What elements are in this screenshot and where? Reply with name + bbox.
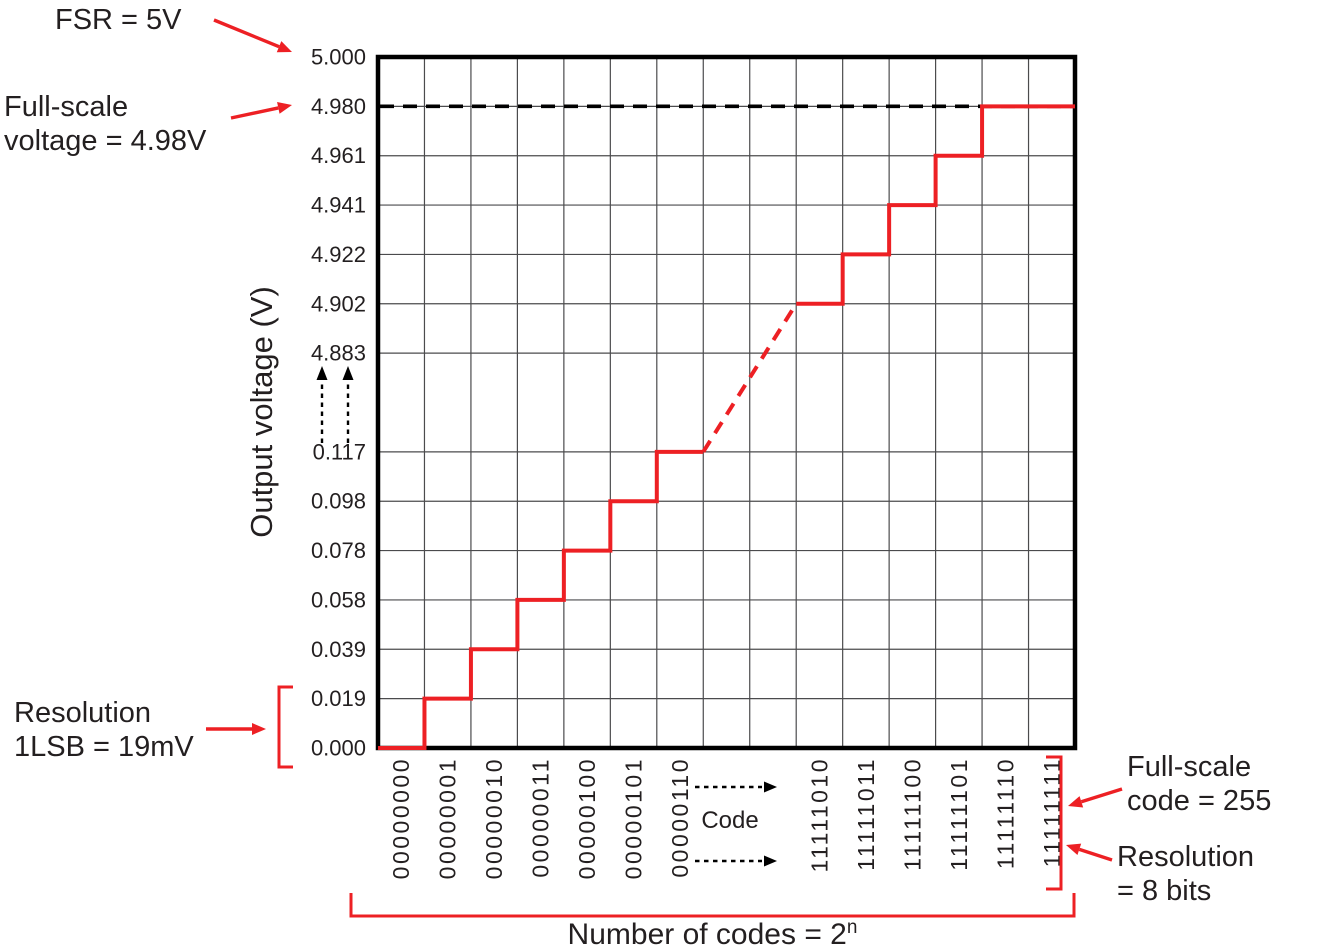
fsr-arrow [213, 18, 280, 49]
y-tick-label: 0.000 [311, 736, 366, 761]
y-tick-label: 0.098 [311, 489, 366, 514]
full-scale-voltage-arrow-head [277, 102, 292, 114]
y-tick-label: 0.019 [311, 686, 366, 711]
x-axis-break-label: Code [701, 807, 759, 834]
x-tick-label: 11111110 [992, 757, 1018, 869]
y-tick-label: 4.941 [311, 193, 366, 218]
y-tick-label: 0.058 [311, 587, 366, 612]
y-tick-label: 0.117 [313, 439, 366, 464]
number-of-codes-text: Number of codes = 2 [567, 918, 847, 951]
x-tick-labels: 00000000 00000001 00000010 00000011 00000100… [388, 757, 1065, 879]
y-tick-label: 5.000 [311, 45, 366, 70]
full-scale-code-arrow [1080, 787, 1123, 804]
staircase-upper [796, 104, 1075, 306]
full-scale-voltage-line2: voltage = 4.98V [4, 125, 207, 157]
y-tick-label: 0.078 [311, 538, 366, 563]
y-tick-label: 4.922 [311, 242, 366, 267]
resolution-lsb-line1: Resolution [14, 697, 152, 729]
x-tick-label: 00000000 [388, 757, 414, 879]
y-tick-label: 0.039 [311, 637, 366, 662]
x-tick-label: 11111101 [946, 757, 972, 871]
staircase [378, 104, 1075, 750]
resolution-lsb-line2: 1LSB = 19mV [14, 731, 194, 763]
x-axis-break-arrowhead [764, 781, 777, 793]
fsr-arrow-head [276, 41, 292, 53]
y-tick-label: 4.980 [311, 94, 366, 119]
x-tick-label: 00000110 [667, 757, 693, 878]
y-axis-break-arrowhead [316, 366, 328, 380]
y-tick-label: 4.961 [311, 143, 366, 168]
full-scale-voltage-line1: Full-scale [4, 91, 129, 123]
y-tick-labels: 5.000 4.980 4.961 4.941 4.922 4.902 4.883 0.117… [311, 45, 366, 761]
red-brackets [277, 685, 1076, 918]
x-axis-break-arrowhead [764, 855, 777, 867]
grid-lines [378, 57, 1075, 748]
number-of-codes-label: Number of codes = 2n [351, 918, 1074, 951]
x-tick-label: 00000010 [481, 757, 507, 879]
y-tick-label: 4.883 [311, 341, 366, 366]
staircase-break-diagonal [701, 302, 798, 453]
full-scale-voltage-arrow [230, 106, 279, 120]
number-of-codes-bracket [349, 893, 1076, 918]
resolution-bits-arrow-head [1066, 843, 1082, 856]
resolution-bits-arrow [1078, 847, 1113, 862]
axis-break-arrows [316, 366, 777, 867]
resolution-lsb-arrow-head [252, 723, 266, 735]
staircase-lower [378, 449, 704, 750]
y-tick-label: 4.902 [311, 291, 366, 316]
resolution-bits-line1: Resolution [1117, 841, 1255, 873]
x-tick-label: 11111011 [853, 757, 879, 871]
full-scale-voltage-annotation: Full-scale voltage = 4.98V [4, 90, 206, 158]
resolution-bits-bracket [1046, 755, 1063, 891]
y-axis-title: Output voltage (V) [244, 286, 279, 538]
full-scale-code-annotation: Full-scale code = 255 [1127, 750, 1271, 818]
x-tick-label: 00000011 [528, 757, 554, 878]
full-scale-code-arrow-head [1068, 796, 1084, 808]
fsr-annotation: FSR = 5V [55, 4, 182, 36]
resolution-lsb-annotation: Resolution 1LSB = 19mV [14, 696, 194, 764]
x-tick-label: 00000100 [574, 757, 600, 879]
full-scale-code-line1: Full-scale [1127, 751, 1252, 783]
resolution-bits-line2: = 8 bits [1117, 875, 1212, 907]
number-of-codes-exponent: n [846, 917, 858, 938]
x-tick-label: 00000001 [435, 757, 461, 879]
resolution-lsb-bracket [277, 685, 293, 769]
plot-border [375, 54, 1078, 751]
x-tick-label: 00000101 [621, 757, 647, 879]
full-scale-code-line2: code = 255 [1127, 785, 1272, 817]
y-axis-break-arrowhead [342, 366, 354, 380]
x-tick-label: 11111010 [806, 757, 832, 873]
resolution-bits-annotation: Resolution = 8 bits [1117, 840, 1254, 908]
x-tick-label: 11111100 [899, 757, 925, 871]
